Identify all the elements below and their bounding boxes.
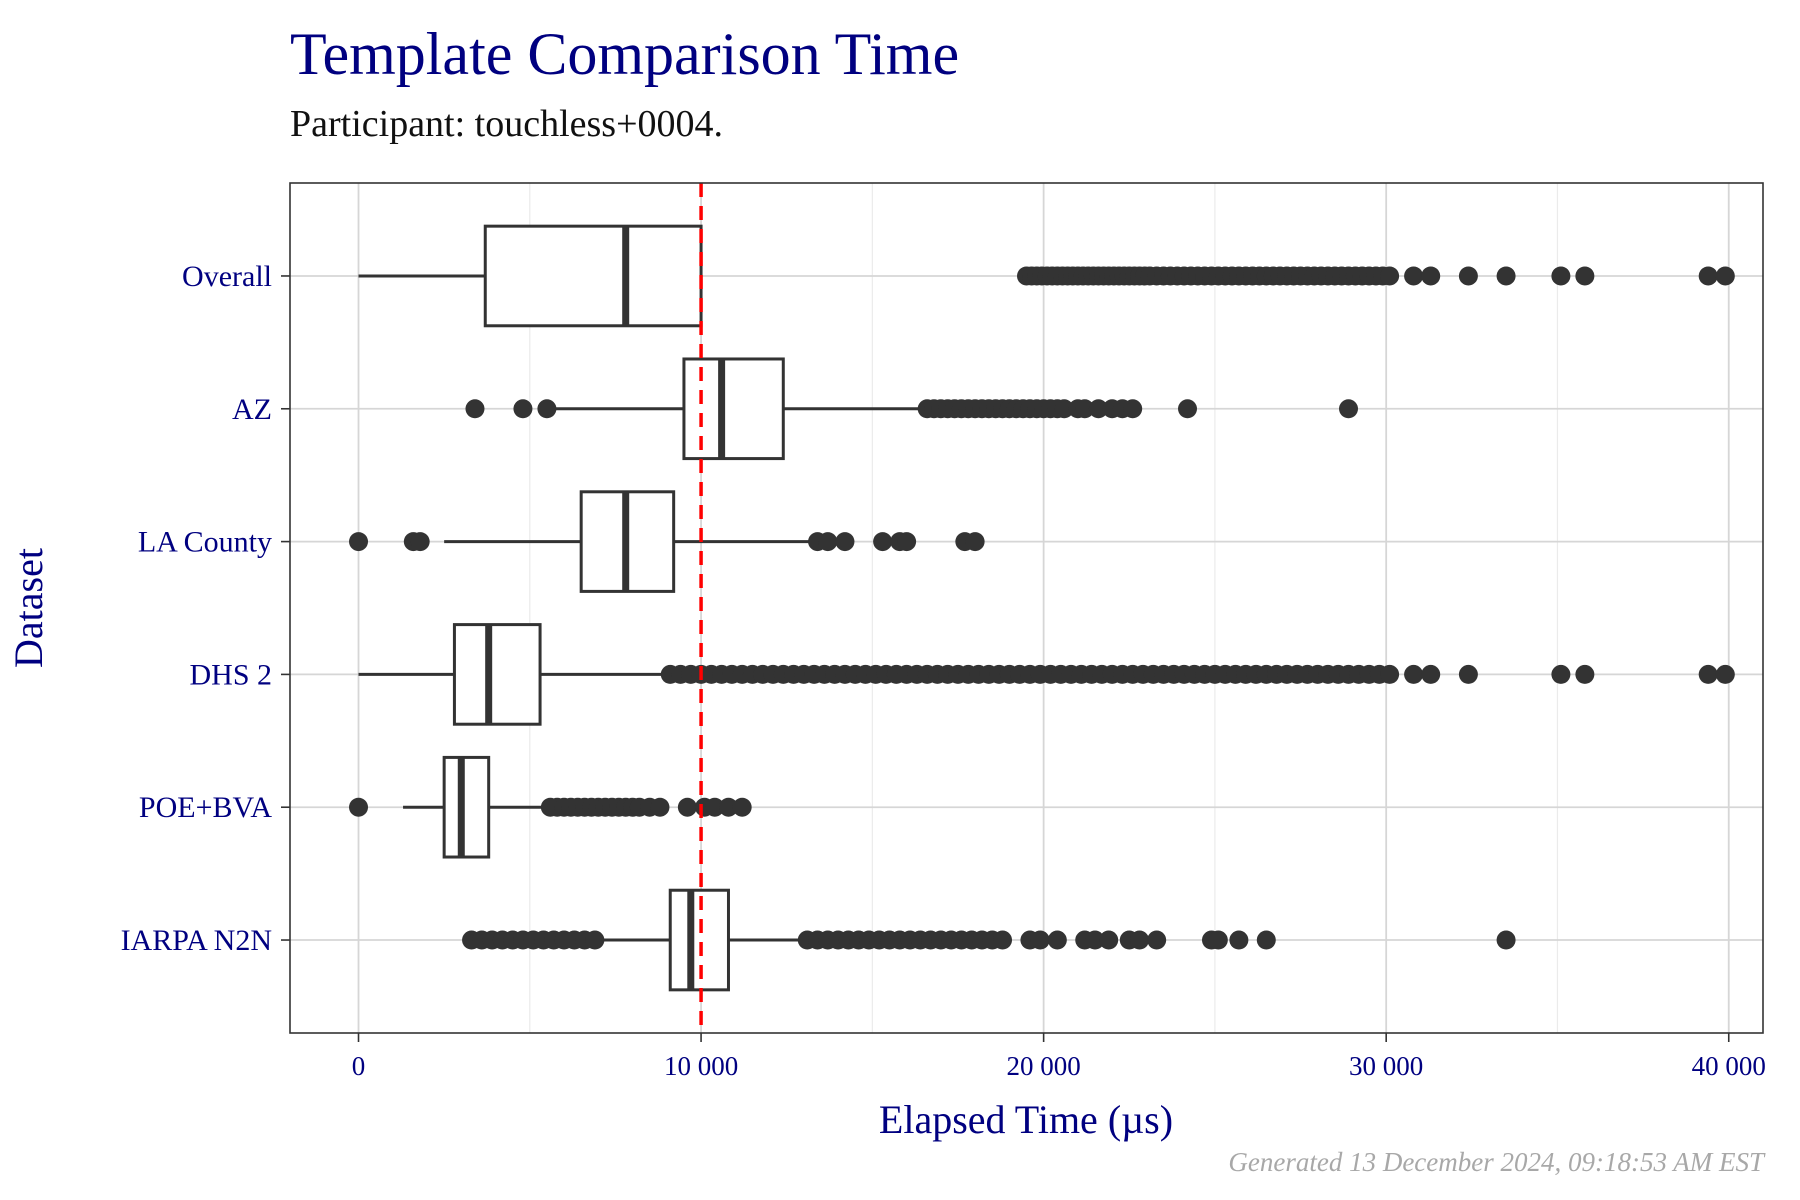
- outlier-point: [1030, 930, 1050, 950]
- outlier-point: [1099, 930, 1119, 950]
- outlier-point: [965, 532, 985, 552]
- outlier-point: [1256, 930, 1276, 950]
- outlier-point: [349, 797, 369, 817]
- panel-border: [289, 182, 1764, 1034]
- outlier-point: [1715, 664, 1735, 684]
- iqr-box: [483, 224, 703, 328]
- outlier-point: [1085, 930, 1105, 950]
- box-group: [349, 755, 752, 859]
- y-tick-label: IARPA N2N: [121, 924, 272, 957]
- outlier-point: [465, 399, 485, 419]
- outlier-point: [1229, 930, 1249, 950]
- outlier-point: [1404, 266, 1424, 286]
- y-tick-label: LA County: [138, 526, 272, 559]
- outlier-point: [1421, 266, 1441, 286]
- outlier-point: [1380, 664, 1400, 684]
- generated-timestamp: Generated 13 December 2024, 09:18:53 AM …: [1228, 1147, 1764, 1177]
- outlier-point: [677, 797, 697, 817]
- outlier-point: [349, 532, 369, 552]
- outlier-point: [873, 532, 893, 552]
- x-axis-title: Elapsed Time (µs): [879, 1097, 1173, 1142]
- x-tick-label: 20 000: [1007, 1051, 1081, 1081]
- outlier-point: [537, 399, 557, 419]
- outlier-point: [1380, 266, 1400, 286]
- outlier-point: [1496, 266, 1516, 286]
- outlier-point: [1054, 399, 1074, 419]
- outlier-point: [1339, 399, 1359, 419]
- outlier-point: [1208, 930, 1228, 950]
- outlier-point: [1551, 664, 1571, 684]
- outlier-point: [1130, 930, 1150, 950]
- outlier-point: [585, 930, 605, 950]
- x-tick-label: 0: [352, 1051, 366, 1081]
- y-tick-label: AZ: [232, 393, 272, 426]
- x-tick-label: 10 000: [664, 1051, 738, 1081]
- box-group: [358, 623, 1735, 726]
- outlier-point: [1715, 266, 1735, 286]
- chart-subtitle: Participant: touchless+0004.: [290, 103, 724, 145]
- iqr-box: [682, 357, 785, 461]
- outlier-point: [993, 930, 1013, 950]
- axis-layer: 0 10 000 20 000 30 000 40 000 Overall AZ LA Cou…: [121, 260, 1766, 1081]
- outlier-point: [1496, 930, 1516, 950]
- outlier-point: [1458, 664, 1478, 684]
- outlier-point: [1088, 399, 1108, 419]
- outlier-point: [897, 532, 917, 552]
- outlier-point: [650, 797, 670, 817]
- outlier-point: [1575, 266, 1595, 286]
- y-tick-label: DHS 2: [189, 658, 272, 691]
- box-layer: [349, 224, 1735, 992]
- chart-title: Template Comparison Time: [290, 21, 960, 87]
- outlier-point: [1147, 930, 1167, 950]
- outlier-point: [1458, 266, 1478, 286]
- outlier-point: [1123, 399, 1143, 419]
- box-group: [349, 490, 985, 593]
- x-tick-label: 40 000: [1692, 1051, 1766, 1081]
- outlier-point: [835, 532, 855, 552]
- outlier-point: [1404, 664, 1424, 684]
- outlier-point: [732, 797, 752, 817]
- outlier-point: [1698, 664, 1718, 684]
- outlier-point: [1178, 399, 1198, 419]
- outlier-point: [513, 399, 533, 419]
- y-tick-label: Overall: [182, 260, 272, 293]
- outlier-point: [1421, 664, 1441, 684]
- outlier-point: [1575, 664, 1595, 684]
- iqr-box: [452, 623, 542, 726]
- outlier-point: [1047, 930, 1067, 950]
- outlier-point: [705, 797, 725, 817]
- x-tick-label: 30 000: [1349, 1051, 1423, 1081]
- y-axis-title: Dataset: [6, 548, 51, 668]
- outlier-point: [1551, 266, 1571, 286]
- outlier-point: [718, 797, 738, 817]
- outlier-point: [818, 532, 838, 552]
- box-group: [358, 224, 1735, 328]
- iqr-box: [442, 755, 491, 859]
- outlier-point: [410, 532, 430, 552]
- y-tick-label: POE+BVA: [139, 791, 272, 824]
- outlier-point: [1075, 399, 1095, 419]
- outlier-point: [1698, 266, 1718, 286]
